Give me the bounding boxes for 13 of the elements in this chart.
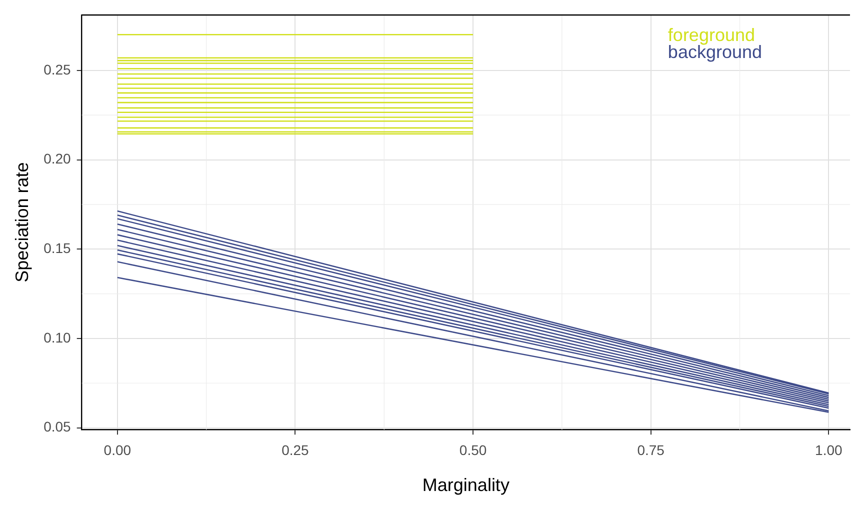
x-tick-label: 0.25 xyxy=(282,442,310,458)
y-tick-label: 0.25 xyxy=(44,61,72,78)
x-axis-title: Marginality xyxy=(422,475,510,496)
x-tick-label: 1.00 xyxy=(815,442,842,458)
y-tick-label: 0.15 xyxy=(44,240,72,256)
x-tick-label: 0.00 xyxy=(104,442,132,458)
y-tick-label: 0.05 xyxy=(44,418,72,435)
y-tick-label: 0.20 xyxy=(44,150,72,167)
x-tick-label: 0.50 xyxy=(459,442,487,458)
x-tick-label: 0.75 xyxy=(637,442,665,458)
text: foreground xyxy=(668,24,756,45)
y-tick-label: 0.10 xyxy=(44,329,72,346)
y-axis-title: Speciation rate xyxy=(12,162,32,282)
